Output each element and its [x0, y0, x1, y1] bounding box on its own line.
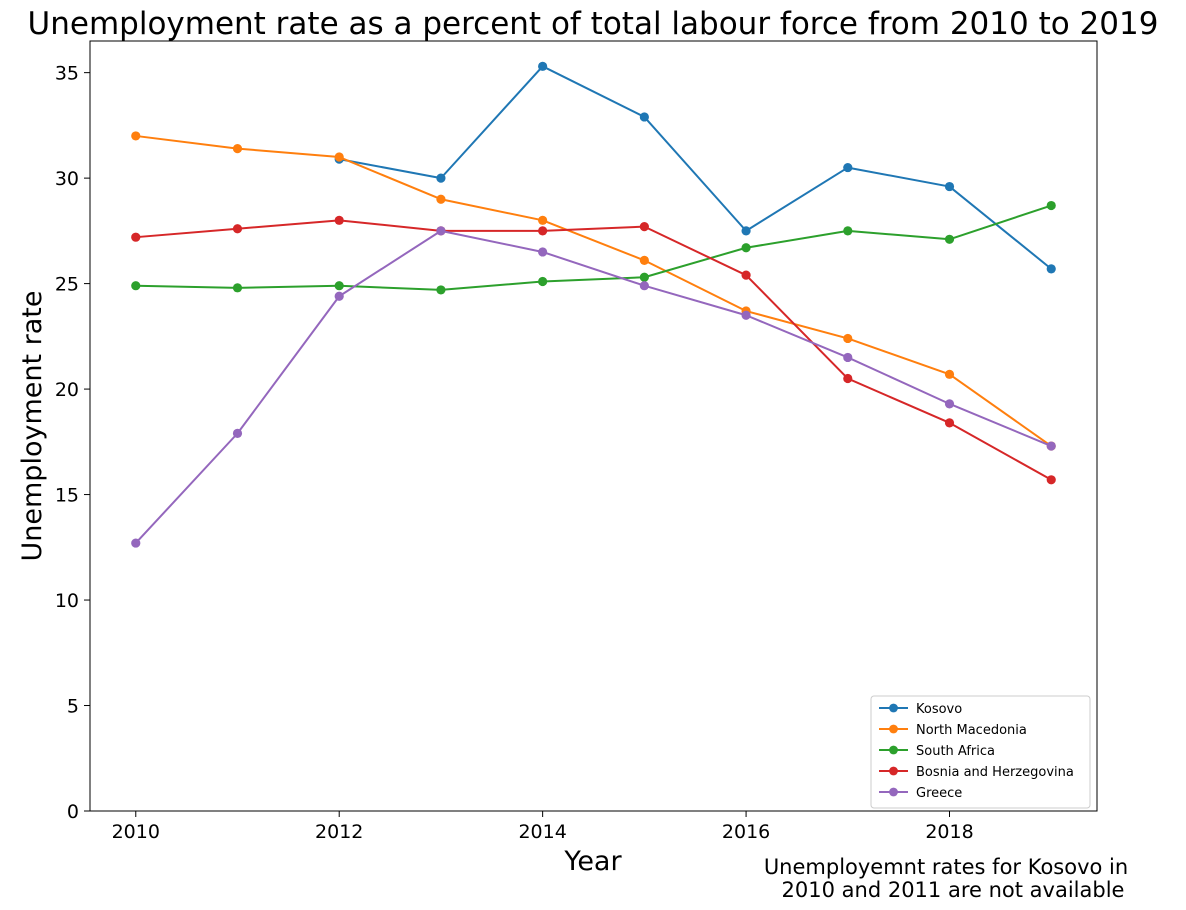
data-point-4-0 — [131, 538, 141, 548]
data-point-4-3 — [436, 226, 446, 236]
y-tick-label-0: 0 — [67, 801, 79, 823]
data-point-3-1 — [232, 224, 243, 234]
series-line-1 — [135, 134, 1052, 447]
data-point-2-8 — [944, 234, 955, 244]
series-line-0 — [339, 65, 1052, 270]
x-tick-label-1: 2012 — [315, 821, 363, 843]
legend-label-4: Greece — [916, 786, 962, 801]
x-axis-label: Year — [563, 846, 622, 877]
data-point-2-7 — [843, 226, 853, 236]
data-point-4-2 — [334, 291, 344, 301]
series-line-3 — [135, 219, 1052, 481]
data-point-4-5 — [639, 281, 649, 291]
x-tick-label-0: 2010 — [112, 821, 160, 843]
data-point-2-5 — [639, 272, 649, 282]
data-point-4-4 — [538, 247, 548, 257]
legend-label-0: Kosovo — [916, 702, 962, 717]
legend-label-3: Bosnia and Herzegovina — [916, 765, 1074, 780]
y-tick-label-3: 15 — [55, 485, 79, 507]
footnote-line-1: Unemployemnt rates for Kosovo in — [764, 855, 1128, 879]
data-point-0-2 — [538, 61, 548, 71]
data-point-1-8 — [944, 369, 955, 379]
x-tick-label-4: 2018 — [925, 821, 973, 843]
y-tick-label-2: 10 — [55, 590, 79, 612]
plot-area — [131, 61, 1056, 548]
data-point-3-8 — [944, 418, 955, 428]
legend-marker-3 — [889, 766, 898, 776]
data-point-4-8 — [944, 399, 955, 409]
data-point-1-5 — [639, 255, 649, 265]
data-point-0-4 — [741, 226, 751, 236]
data-point-1-0 — [131, 131, 141, 141]
data-point-4-6 — [741, 310, 751, 320]
data-point-0-3 — [639, 112, 649, 122]
data-point-2-6 — [741, 243, 751, 253]
data-point-2-2 — [334, 281, 344, 291]
y-tick-label-5: 25 — [55, 274, 79, 296]
data-point-2-0 — [131, 281, 141, 291]
data-point-1-2 — [334, 152, 344, 162]
legend: Kosovo North Macedonia South Africa Bosnia … — [870, 695, 1091, 809]
y-tick-label-7: 35 — [55, 63, 79, 85]
series-line-4 — [135, 229, 1052, 544]
legend-marker-1 — [889, 724, 898, 734]
plot-frame — [89, 40, 1098, 812]
data-point-3-4 — [538, 226, 548, 236]
data-point-3-5 — [639, 222, 649, 232]
data-point-0-6 — [944, 181, 955, 192]
data-point-1-3 — [436, 194, 446, 204]
legend-label-1: North Macedonia — [916, 723, 1027, 738]
legend-marker-2 — [889, 745, 898, 755]
data-point-2-1 — [232, 283, 243, 293]
footnote-line-2: 2010 and 2011 are not available — [782, 878, 1125, 902]
x-tick-label-3: 2016 — [722, 821, 770, 843]
data-point-2-4 — [538, 276, 548, 287]
data-point-3-2 — [334, 215, 344, 225]
data-point-3-7 — [843, 373, 853, 384]
data-point-2-3 — [436, 285, 446, 295]
legend-box — [870, 695, 1091, 809]
series-line-2 — [135, 204, 1052, 291]
data-point-2-9 — [1046, 200, 1056, 211]
data-point-4-9 — [1046, 441, 1056, 451]
data-point-0-5 — [843, 162, 853, 173]
data-point-3-0 — [131, 232, 141, 242]
data-point-3-9 — [1046, 475, 1056, 485]
legend-label-2: South Africa — [916, 744, 995, 759]
y-tick-label-6: 30 — [55, 168, 79, 190]
legend-marker-0 — [889, 703, 898, 713]
chart-title: Unemployment rate as a percent of total … — [28, 6, 1159, 42]
y-tick-label-4: 20 — [55, 379, 79, 401]
data-point-0-1 — [436, 173, 446, 183]
data-point-4-1 — [232, 428, 243, 438]
y-axis-label: Unemployment rate — [17, 291, 48, 562]
data-point-1-1 — [232, 143, 243, 154]
y-tick-label-1: 5 — [67, 696, 79, 718]
axes: 2010 2012 2014 2016 2018 0 5 10 15 20 25 30 35 — [55, 40, 1098, 843]
legend-marker-4 — [889, 787, 898, 797]
data-point-1-4 — [538, 215, 548, 225]
x-tick-label-2: 2014 — [518, 821, 566, 843]
data-point-1-7 — [843, 333, 853, 344]
data-point-3-6 — [741, 270, 751, 280]
data-point-0-7 — [1046, 264, 1056, 274]
data-point-4-7 — [843, 352, 853, 363]
